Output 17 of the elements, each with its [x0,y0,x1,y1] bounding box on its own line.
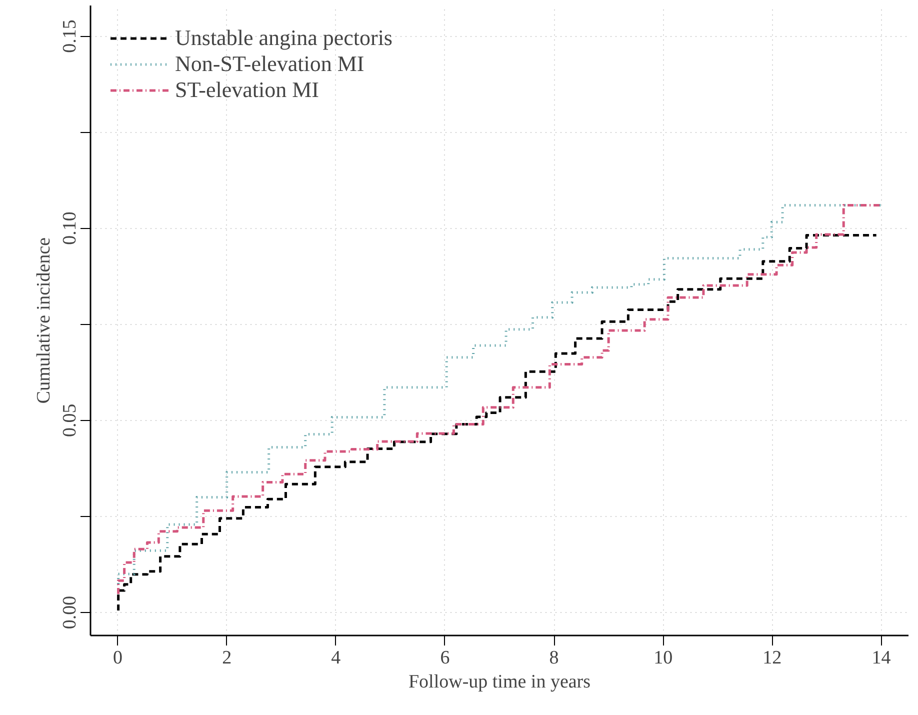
y-tick-label: 0.00 [60,596,80,630]
x-axis-title: Follow-up time in years [408,672,591,692]
x-tick-label: 12 [762,648,782,668]
x-tick-label: 14 [872,648,892,668]
y-tick-label: 0.10 [60,212,80,245]
x-tick-label: 8 [549,648,559,668]
y-tick-label: 0.05 [60,404,80,438]
y-axis-title: Cumulative incidence [34,237,54,404]
legend-label: Unstable angina pectoris [175,25,392,51]
x-tick-label: 10 [654,648,673,668]
x-tick-label: 4 [331,648,342,668]
x-tick-label: 2 [222,648,232,668]
x-tick-label: 0 [113,648,123,668]
x-tick-label: 6 [440,648,450,668]
y-tick-label: 0.15 [60,20,80,53]
legend-label: ST-elevation MI [175,77,319,103]
legend-label: Non-ST-elevation MI [175,51,364,77]
